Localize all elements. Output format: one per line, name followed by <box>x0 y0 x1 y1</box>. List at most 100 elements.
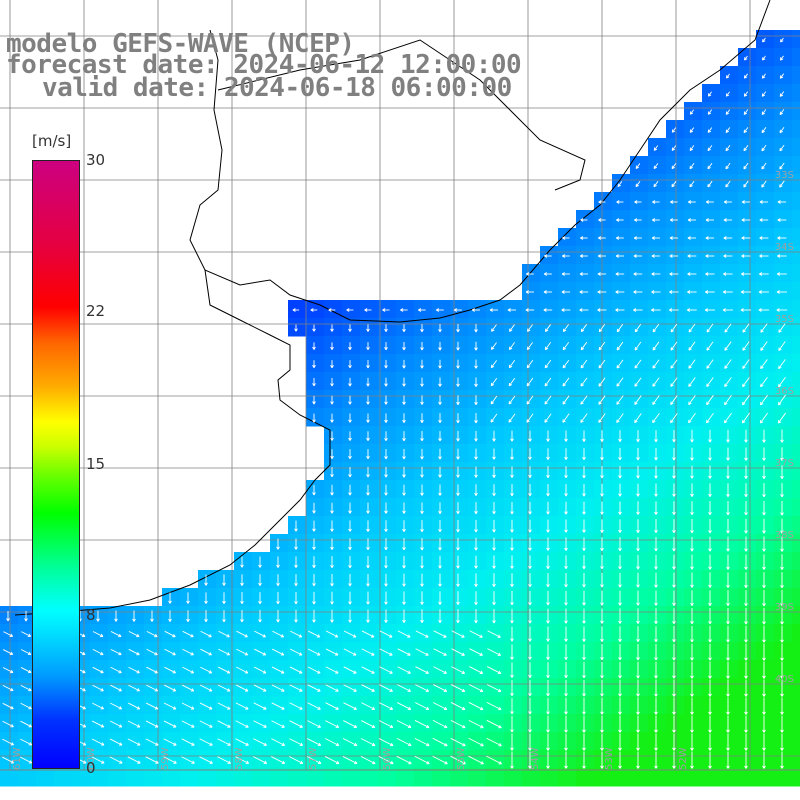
wind-cell <box>720 444 739 463</box>
wind-cell <box>432 552 451 571</box>
wind-arrow <box>780 536 784 552</box>
wind-cell <box>486 336 505 355</box>
wind-arrow <box>312 591 316 605</box>
wind-arrow <box>164 684 177 692</box>
wind-cell <box>468 678 487 697</box>
wind-arrow <box>217 684 231 692</box>
wind-arrow <box>652 377 660 387</box>
wind-cell <box>432 426 451 445</box>
wind-arrow <box>546 715 550 733</box>
wind-cell <box>684 102 703 121</box>
wind-arrow <box>597 272 607 276</box>
wind-arrow <box>92 666 104 674</box>
wind-cell <box>756 462 775 481</box>
wind-cell <box>504 426 523 445</box>
wind-cell <box>0 660 19 679</box>
wind-cell <box>648 588 667 607</box>
wind-arrow <box>564 697 568 715</box>
wind-arrow <box>508 395 516 405</box>
wind-cell <box>558 714 577 733</box>
wind-cell <box>684 264 703 283</box>
wind-cell <box>306 696 325 715</box>
wind-cell <box>486 372 505 391</box>
wind-cell <box>90 696 109 715</box>
wind-cell <box>360 354 379 373</box>
wind-arrow <box>654 715 658 733</box>
wind-cell <box>504 516 523 535</box>
wind-arrow <box>258 556 262 568</box>
wind-arrow <box>490 395 498 405</box>
wind-arrow <box>705 272 715 276</box>
wind-cell <box>792 318 800 337</box>
wind-cell <box>684 660 703 679</box>
wind-arrow <box>600 537 604 551</box>
wind-arrow <box>168 592 172 604</box>
wind-cell <box>702 84 721 103</box>
wind-arrow <box>312 484 316 496</box>
wind-cell <box>666 534 685 553</box>
wind-cell <box>90 660 109 679</box>
wind-arrow <box>487 630 501 638</box>
wind-arrow <box>582 466 586 479</box>
wind-arrow <box>525 308 535 312</box>
wind-arrow <box>127 738 141 746</box>
wind-cell <box>18 714 37 733</box>
wind-arrow <box>615 308 625 312</box>
wind-cell <box>594 264 613 283</box>
wind-arrow <box>438 573 442 587</box>
wind-arrow <box>384 538 388 551</box>
wind-cell <box>342 624 361 643</box>
wind-arrow <box>708 590 712 606</box>
wind-cell <box>594 390 613 409</box>
wind-cell <box>612 624 631 643</box>
wind-cell <box>450 696 469 715</box>
wind-arrow <box>672 643 676 661</box>
wind-arrow <box>780 751 784 769</box>
wind-cell <box>630 480 649 499</box>
wind-arrow <box>672 483 676 497</box>
wind-cell <box>612 354 631 373</box>
wind-arrow <box>777 200 787 204</box>
wind-arrow <box>778 359 786 370</box>
wind-cell <box>198 624 217 643</box>
wind-cell <box>756 534 775 553</box>
wind-cell <box>414 336 433 355</box>
wind-cell <box>612 210 631 229</box>
wind-arrow <box>546 466 550 479</box>
wind-cell <box>234 768 253 787</box>
wind-cell <box>288 750 307 769</box>
wind-cell <box>792 732 800 751</box>
wind-cell <box>684 462 703 481</box>
wind-cell <box>558 552 577 571</box>
wind-cell <box>540 534 559 553</box>
wind-cell <box>234 732 253 751</box>
wind-arrow <box>742 341 750 351</box>
wind-cell <box>234 570 253 589</box>
wind-arrow <box>634 323 642 333</box>
wind-arrow <box>366 609 370 623</box>
wind-cell <box>612 390 631 409</box>
wind-arrow <box>294 538 298 550</box>
wind-cell <box>450 480 469 499</box>
wind-arrow <box>636 572 640 588</box>
wind-arrow <box>330 413 334 423</box>
wind-arrow <box>670 323 678 333</box>
wind-arrow <box>689 163 695 170</box>
wind-arrow <box>204 592 208 604</box>
wind-cell <box>576 372 595 391</box>
wind-cell <box>612 696 631 715</box>
wind-cell <box>666 336 685 355</box>
wind-cell <box>342 696 361 715</box>
wind-cell <box>684 210 703 229</box>
wind-arrow <box>582 679 586 697</box>
wind-arrow <box>450 719 466 729</box>
wind-cell <box>162 606 181 625</box>
wind-cell <box>576 750 595 769</box>
wind-cell <box>270 714 289 733</box>
wind-cell <box>324 300 343 319</box>
wind-arrow <box>240 556 244 568</box>
wind-cell <box>126 660 145 679</box>
wind-cell <box>342 534 361 553</box>
wind-cell <box>774 570 793 589</box>
wind-arrow <box>450 755 466 765</box>
